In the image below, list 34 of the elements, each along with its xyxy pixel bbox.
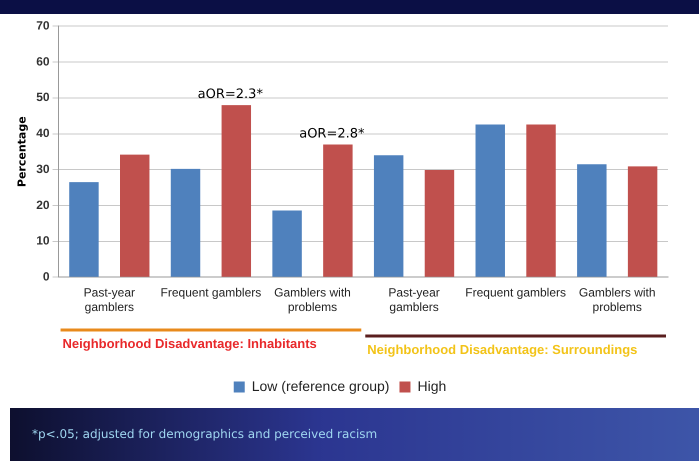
- bar: [170, 168, 200, 277]
- bar: [374, 155, 404, 277]
- y-tick-label: 60: [36, 54, 50, 68]
- x-tick-label: Past-year gamblers: [388, 286, 440, 314]
- y-tick-label: 30: [36, 162, 50, 176]
- annotation: aOR=2.8*: [299, 126, 366, 142]
- y-tick-label: 10: [36, 234, 50, 248]
- bar: [120, 154, 150, 277]
- y-tick-label: 50: [36, 90, 50, 104]
- y-tick-label: 70: [36, 18, 50, 33]
- x-tick-label: Frequent gamblers: [465, 286, 566, 300]
- legend-label: High: [417, 378, 446, 394]
- bar: [526, 124, 556, 277]
- x-tick-label: Gamblers with problems: [274, 286, 351, 314]
- y-tick-label: 0: [42, 270, 50, 284]
- text: *p<.05; adjusted for demographics and perceived racism: [32, 427, 378, 441]
- y-tick-label: 20: [36, 198, 50, 212]
- x-tick-label: Gamblers with problems: [578, 286, 656, 314]
- y-axis-title: Percentage: [15, 116, 28, 188]
- bar: [222, 105, 252, 277]
- bar: [476, 124, 505, 277]
- x-tick-label: Frequent gamblers: [160, 286, 262, 300]
- legend-label: Low (reference group): [252, 378, 390, 394]
- text: Neighborhood Disadvantage: Surroundings: [367, 342, 638, 358]
- bar: [577, 164, 607, 277]
- bar: [323, 144, 353, 277]
- text: Neighborhood Disadvantage: Inhabitants: [62, 336, 317, 352]
- bar: [272, 210, 302, 277]
- annotation: aOR=2.3*: [198, 86, 264, 102]
- bar: [628, 166, 658, 277]
- y-tick-label: 40: [36, 126, 50, 140]
- bar: [424, 170, 454, 277]
- x-tick-label: Past-year gamblers: [84, 286, 136, 314]
- bar: [69, 182, 99, 277]
